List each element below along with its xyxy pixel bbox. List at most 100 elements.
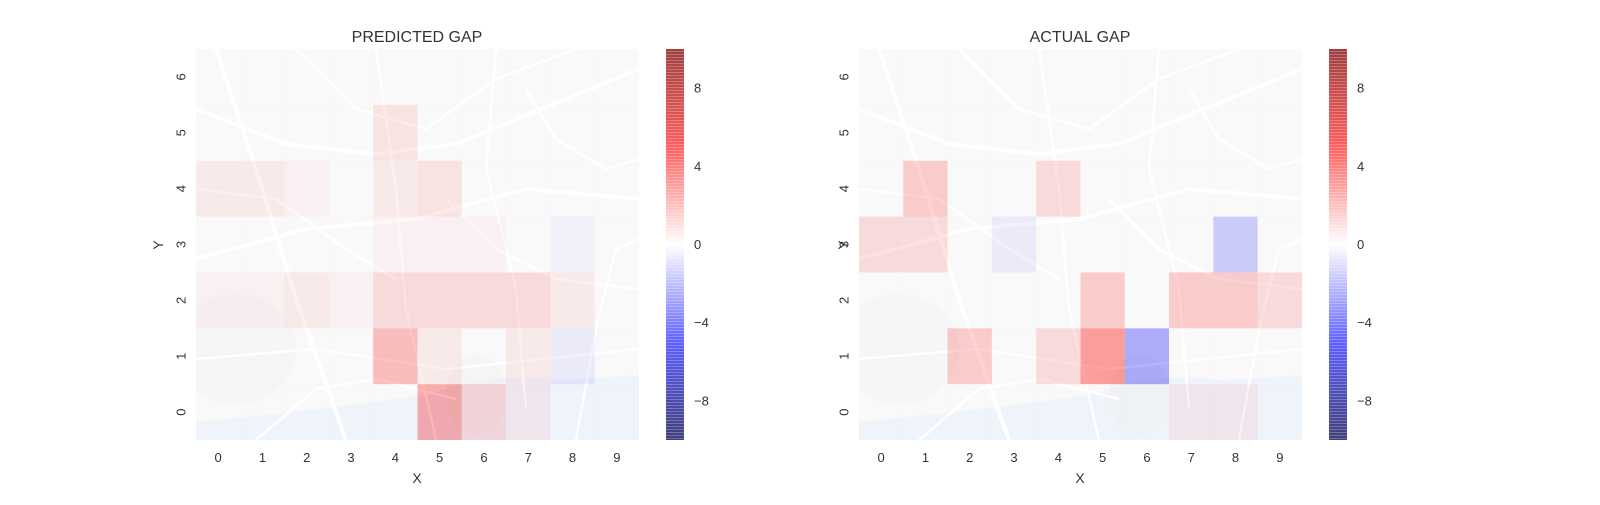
heatmap-cell-4-3 — [373, 216, 418, 273]
heatmap-cell-4-0 — [373, 384, 418, 440]
heatmap-cell-5-5 — [417, 104, 462, 161]
heatmap-cell-6-5 — [1124, 104, 1170, 161]
heatmap-cell-2-2 — [284, 272, 329, 329]
heatmap-cell-8-1 — [1213, 328, 1258, 385]
heatmap-cell-2-0 — [947, 384, 992, 440]
heatmap-cell-5-1 — [1080, 328, 1125, 385]
colorbar-tick-label: 0 — [1357, 237, 1364, 252]
heatmap-cell-8-4 — [550, 160, 595, 217]
heatmap-cell-4-4 — [1036, 160, 1081, 217]
heatmap-cell-8-2 — [550, 272, 595, 329]
heatmap-cell-6-6 — [1124, 49, 1170, 105]
heatmap-cell-8-3 — [1213, 216, 1258, 273]
heatmap-cell-2-0 — [284, 384, 329, 440]
heatmap-cell-3-1 — [991, 328, 1037, 385]
x-tick-label: 1 — [922, 450, 929, 465]
heatmap-cell-3-4 — [991, 160, 1037, 217]
heatmap-cell-8-1 — [550, 328, 595, 385]
heatmap-cell-0-1 — [196, 328, 241, 385]
heatmap-cell-8-3 — [550, 216, 595, 273]
heatmap-cell-9-4 — [594, 160, 639, 217]
heatmap-cell-6-3 — [461, 216, 507, 273]
heatmap-cell-5-0 — [417, 384, 462, 440]
heatmap-cell-4-6 — [1036, 49, 1081, 105]
heatmap-cell-9-1 — [1257, 328, 1302, 385]
heatmap-cell-8-0 — [1213, 384, 1258, 440]
heatmap-cell-3-2 — [991, 272, 1037, 329]
y-tick-label: 0 — [173, 408, 188, 415]
heatmap-cell-1-6 — [903, 49, 948, 105]
heatmap-cell-0-4 — [859, 160, 904, 217]
heatmap-cell-0-2 — [196, 272, 241, 329]
heatmap-cell-6-1 — [1124, 328, 1170, 385]
heatmap-cell-3-3 — [991, 216, 1037, 273]
y-tick-label: 4 — [836, 185, 851, 192]
y-tick-label: 1 — [173, 353, 188, 360]
x-tick-label: 6 — [480, 450, 487, 465]
heatmap-cell-0-1 — [859, 328, 904, 385]
heatmap-cell-9-6 — [594, 49, 639, 105]
heatmap-cell-8-0 — [550, 384, 595, 440]
heatmap-cell-0-3 — [196, 216, 241, 273]
heatmap-cell-6-4 — [461, 160, 507, 217]
heatmap-cell-4-2 — [373, 272, 418, 329]
heatmap-cell-3-0 — [328, 384, 374, 440]
heatmap-cell-1-5 — [240, 104, 285, 161]
x-tick-label: 4 — [392, 450, 399, 465]
colorbar-tick-label: −8 — [1357, 393, 1372, 408]
heatmap-cell-9-5 — [1257, 104, 1302, 161]
heatmap-cells-predicted — [196, 49, 639, 440]
heatmap-cell-1-3 — [903, 216, 948, 273]
y-tick-label: 3 — [173, 241, 188, 248]
heatmap-cell-4-5 — [373, 104, 418, 161]
heatmap-cell-7-2 — [1169, 272, 1214, 329]
y-tick-label: 0 — [836, 408, 851, 415]
heatmap-cell-3-6 — [328, 49, 374, 105]
x-tick-label: 9 — [1276, 450, 1283, 465]
colorbar-ticks-predicted: 8 4 0 −4 −8 — [694, 81, 709, 409]
colorbar-tick-label: 4 — [1357, 159, 1364, 174]
heatmap-cell-2-1 — [947, 328, 992, 385]
heatmap-cell-1-2 — [903, 272, 948, 329]
heatmap-cell-5-4 — [1080, 160, 1125, 217]
heatmap-cell-5-2 — [1080, 272, 1125, 329]
x-tick-label: 2 — [303, 450, 310, 465]
heatmap-cell-5-3 — [417, 216, 462, 273]
colorbar-texture-predicted — [666, 49, 684, 440]
heatmap-cell-9-2 — [1257, 272, 1302, 329]
heatmap-cell-4-0 — [1036, 384, 1081, 440]
heatmap-cell-7-4 — [506, 160, 551, 217]
heatmap-cell-2-4 — [947, 160, 992, 217]
heatmap-cell-9-3 — [594, 216, 639, 273]
y-axis-label-predicted: Y — [150, 240, 166, 250]
colorbar-tick-label: 8 — [694, 81, 701, 96]
x-tick-label: 0 — [215, 450, 222, 465]
heatmap-cell-4-1 — [373, 328, 418, 385]
colorbar-tick-label: −4 — [694, 315, 709, 330]
heatmap-cell-9-5 — [594, 104, 639, 161]
x-tick-label: 7 — [1188, 450, 1195, 465]
heatmap-cell-8-4 — [1213, 160, 1258, 217]
heatmap-cell-3-3 — [328, 216, 374, 273]
heatmap-cell-1-3 — [240, 216, 285, 273]
heatmap-cell-5-6 — [1080, 49, 1125, 105]
heatmap-cell-1-0 — [240, 384, 285, 440]
y-tick-label: 6 — [836, 73, 851, 80]
x-tick-label: 8 — [569, 450, 576, 465]
heatmap-cell-6-3 — [1124, 216, 1170, 273]
heatmap-cell-9-6 — [1257, 49, 1302, 105]
colorbar-texture-actual — [1329, 49, 1347, 440]
heatmap-cell-9-0 — [1257, 384, 1302, 440]
heatmap-cell-3-2 — [328, 272, 374, 329]
heatmap-cell-4-3 — [1036, 216, 1081, 273]
heatmap-cell-8-2 — [1213, 272, 1258, 329]
y-tick-label: 5 — [836, 129, 851, 136]
heatmap-cell-5-5 — [1080, 104, 1125, 161]
heatmap-cell-1-4 — [240, 160, 285, 217]
heatmap-cell-2-1 — [284, 328, 329, 385]
heatmap-cell-7-6 — [1169, 49, 1214, 105]
y-axis-label-actual: Y — [835, 240, 851, 250]
heatmap-cell-0-0 — [196, 384, 241, 440]
heatmap-cell-2-2 — [947, 272, 992, 329]
